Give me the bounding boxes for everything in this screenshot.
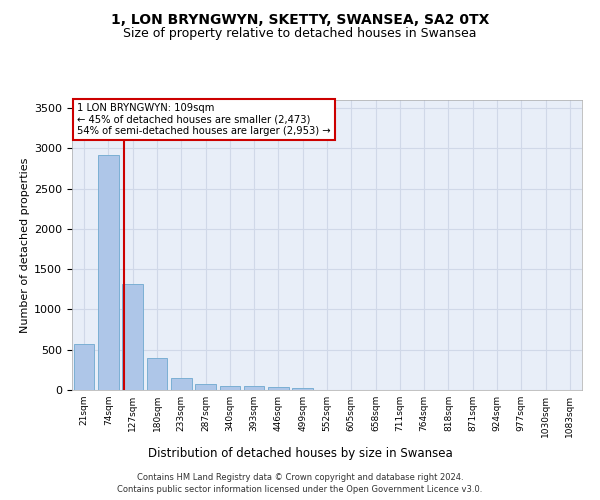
Text: Contains HM Land Registry data © Crown copyright and database right 2024.: Contains HM Land Registry data © Crown c… bbox=[137, 472, 463, 482]
Bar bbox=[74, 344, 94, 390]
Bar bbox=[98, 155, 119, 390]
Text: 1 LON BRYNGWYN: 109sqm
← 45% of detached houses are smaller (2,473)
54% of semi-: 1 LON BRYNGWYN: 109sqm ← 45% of detached… bbox=[77, 103, 331, 136]
Bar bbox=[171, 378, 191, 390]
Text: Distribution of detached houses by size in Swansea: Distribution of detached houses by size … bbox=[148, 448, 452, 460]
Bar bbox=[268, 387, 289, 390]
Bar bbox=[195, 384, 216, 390]
Text: 1, LON BRYNGWYN, SKETTY, SWANSEA, SA2 0TX: 1, LON BRYNGWYN, SKETTY, SWANSEA, SA2 0T… bbox=[111, 12, 489, 26]
Bar bbox=[220, 386, 240, 390]
Text: Contains public sector information licensed under the Open Government Licence v3: Contains public sector information licen… bbox=[118, 485, 482, 494]
Bar bbox=[146, 358, 167, 390]
Text: Size of property relative to detached houses in Swansea: Size of property relative to detached ho… bbox=[123, 28, 477, 40]
Bar bbox=[122, 284, 143, 390]
Bar bbox=[292, 388, 313, 390]
Y-axis label: Number of detached properties: Number of detached properties bbox=[20, 158, 30, 332]
Bar bbox=[244, 386, 265, 390]
